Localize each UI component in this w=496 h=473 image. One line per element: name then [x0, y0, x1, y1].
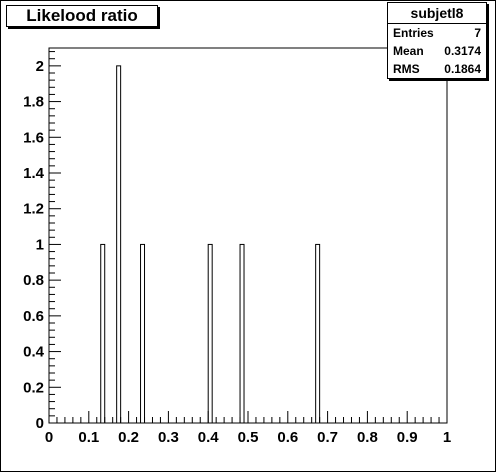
x-tick-label: 0.9: [397, 429, 418, 446]
x-tick-label: 0.4: [198, 429, 220, 446]
x-tick-label: 0.5: [238, 429, 259, 446]
histogram-bar: [207, 243, 213, 424]
histogram-bar: [100, 243, 106, 424]
x-tick-label: 1: [443, 429, 451, 446]
stats-value: 0.3174: [444, 44, 481, 58]
stats-row-entries: Entries 7: [388, 24, 486, 42]
plot-frame: [48, 47, 448, 424]
chart-title: Likelood ratio: [6, 5, 158, 27]
y-tick-label: 0.6: [23, 308, 44, 325]
y-tick-label: 1: [36, 236, 44, 253]
stats-value: 7: [474, 26, 481, 40]
x-tick-label: 0.1: [78, 429, 99, 446]
x-tick-label: 0.7: [317, 429, 338, 446]
x-tick-label: 0: [45, 429, 53, 446]
stats-label: Entries: [393, 26, 434, 40]
x-tick-label: 0.8: [357, 429, 378, 446]
histogram-bar: [140, 243, 146, 424]
x-tick-label: 0.2: [118, 429, 139, 446]
histogram-bar: [239, 243, 245, 424]
stats-label: RMS: [393, 62, 420, 76]
histogram-bar: [116, 65, 122, 424]
y-tick-label: 2: [36, 58, 44, 75]
stats-name: subjetl8: [388, 3, 486, 24]
stats-row-rms: RMS 0.1864: [388, 60, 486, 78]
y-tick-label: 1.6: [23, 129, 44, 146]
histogram-bar: [315, 243, 321, 424]
y-tick-label: 0.2: [23, 379, 44, 396]
stats-value: 0.1864: [444, 62, 481, 76]
y-tick-label: 1.8: [23, 94, 44, 111]
stats-label: Mean: [393, 44, 424, 58]
y-tick-label: 0.8: [23, 272, 44, 289]
stats-row-mean: Mean 0.3174: [388, 42, 486, 60]
y-tick-label: 1.2: [23, 201, 44, 218]
y-tick-label: 1.4: [23, 165, 45, 182]
y-tick-label: 0.4: [23, 344, 45, 361]
stats-box: subjetl8 Entries 7 Mean 0.3174 RMS 0.186…: [387, 2, 487, 79]
x-tick-label: 0.3: [158, 429, 179, 446]
y-tick-label: 0: [36, 415, 44, 432]
x-tick-label: 0.6: [277, 429, 298, 446]
